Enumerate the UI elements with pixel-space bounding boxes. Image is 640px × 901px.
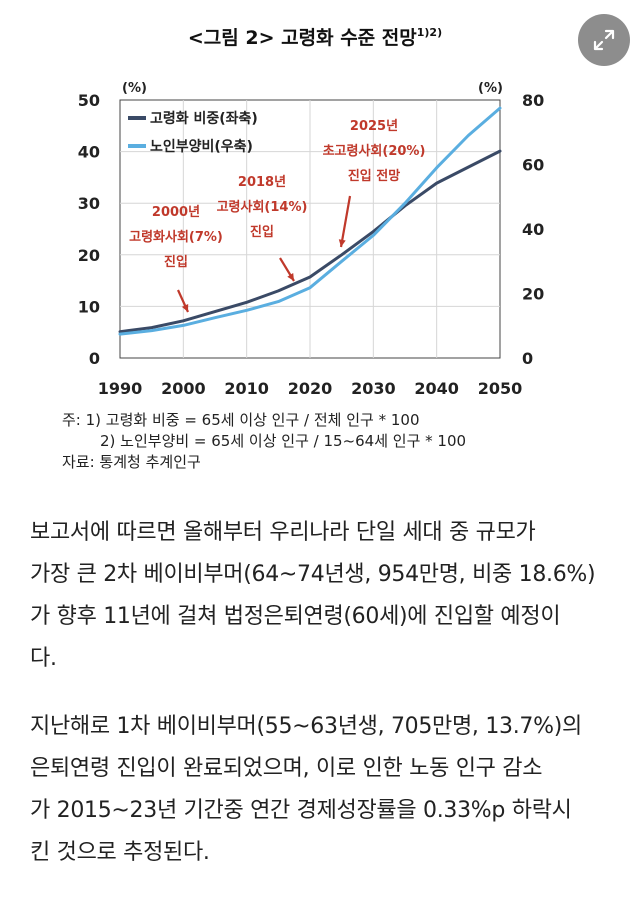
legend: 고령화 비중(좌축) 노인부양비(우축) <box>128 111 258 155</box>
right-unit-label: (%) <box>478 81 503 96</box>
paragraph-line: 킨 것으로 추정된다. <box>30 840 210 865</box>
annotation-text: 2018년 <box>238 175 286 190</box>
series-line-1 <box>118 149 502 334</box>
annotation-text: 2025년 <box>350 119 398 134</box>
note-2: 2) 노인부양비 = 65세 이상 인구 / 15~64세 인구 * 100 <box>100 432 467 450</box>
paragraph-line: 보고서에 따르면 올해부터 우리나라 단일 세대 중 규모가 <box>30 520 536 545</box>
left-tick-label: 50 <box>78 91 100 110</box>
x-tick-label: 2050 <box>478 379 523 398</box>
chart-notes: 주: 1) 고령화 비중 = 65세 이상 인구 / 전체 인구 * 100 2… <box>62 410 466 473</box>
x-axis: 1990 2000 2010 2020 2030 2040 2050 <box>98 379 523 398</box>
paragraph-line: 가 2015~23년 기간중 연간 경제성장률을 0.33%p 하락시 <box>30 798 572 823</box>
paragraph-1: 보고서에 따르면 올해부터 우리나라 단일 세대 중 규모가 가장 큰 2차 베… <box>0 512 640 680</box>
annotation-arrowhead <box>287 273 294 281</box>
annotation-text: 진입 전망 <box>348 168 400 184</box>
expand-icon <box>593 29 615 51</box>
source-note: 자료: 통계청 추계인구 <box>62 453 201 471</box>
annotation-text: 고령사회(14%) <box>217 199 308 215</box>
right-tick-label: 40 <box>522 220 544 239</box>
annotation-arrowhead <box>181 304 189 312</box>
annotation-text: 진입 <box>164 254 188 270</box>
left-tick-label: 20 <box>78 246 100 265</box>
annotation-text: 고령화사회(7%) <box>129 229 223 245</box>
series-lines <box>118 106 502 336</box>
paragraph-line: 은퇴연령 진입이 완료되었으며, 이로 인한 노동 인구 감소 <box>30 756 543 781</box>
chart-title: <그림 2> 고령화 수준 전망1)2) <box>188 26 442 49</box>
left-unit-label: (%) <box>122 81 147 96</box>
gridlines <box>120 100 500 358</box>
annotation-text: 초고령사회(20%) <box>323 143 426 159</box>
left-tick-label: 10 <box>78 297 100 316</box>
right-tick-label: 0 <box>522 349 533 368</box>
annotation-text: 2000년 <box>152 205 200 220</box>
article-body: 보고서에 따르면 올해부터 우리나라 단일 세대 중 규모가 가장 큰 2차 베… <box>0 512 640 900</box>
annotation-arrow <box>339 195 352 248</box>
legend-label: 고령화 비중(좌축) <box>150 111 258 127</box>
paragraph-line: 다. <box>30 646 57 671</box>
x-tick-label: 1990 <box>98 379 143 398</box>
x-tick-label: 2040 <box>414 379 459 398</box>
paragraph-line: 지난해로 1차 베이비부머(55~63년생, 705만명, 13.7%)의 <box>30 714 582 739</box>
legend-label: 노인부양비(우축) <box>150 138 253 155</box>
paragraph-line: 가장 큰 2차 베이비부머(64~74년생, 954만명, 비중 18.6%) <box>30 562 596 587</box>
paragraph-line: 가 향후 11년에 걸쳐 법정은퇴연령(60세)에 진입할 예정이 <box>30 604 561 629</box>
left-tick-label: 0 <box>89 349 100 368</box>
x-tick-label: 2020 <box>288 379 333 398</box>
right-axis: 0 20 40 60 80 <box>522 91 544 368</box>
x-tick-label: 2010 <box>224 379 269 398</box>
left-tick-label: 40 <box>78 143 100 162</box>
right-tick-label: 60 <box>522 156 544 175</box>
left-axis: 0 10 20 30 40 50 <box>78 91 100 368</box>
x-tick-label: 2030 <box>351 379 396 398</box>
note-1: 주: 1) 고령화 비중 = 65세 이상 인구 / 전체 인구 * 100 <box>62 411 420 429</box>
expand-button[interactable] <box>578 14 630 66</box>
x-tick-label: 2000 <box>161 379 206 398</box>
series-line-2 <box>118 106 502 336</box>
left-tick-label: 30 <box>78 194 100 213</box>
right-tick-label: 80 <box>522 91 544 110</box>
paragraph-2: 지난해로 1차 베이비부머(55~63년생, 705만명, 13.7%)의 은퇴… <box>0 706 640 874</box>
annotation-text: 진입 <box>250 224 274 240</box>
annotation-arrowhead <box>338 239 346 247</box>
right-tick-label: 20 <box>522 285 544 304</box>
